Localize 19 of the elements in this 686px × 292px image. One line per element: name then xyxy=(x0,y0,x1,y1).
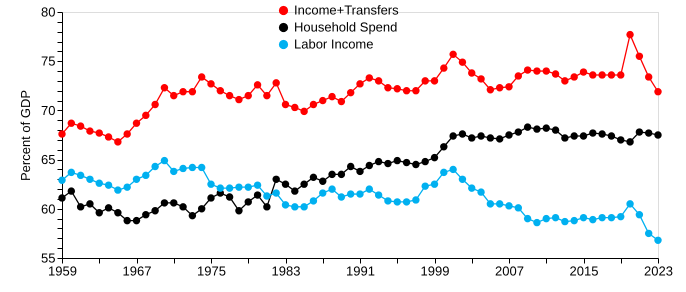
y-tick-label: 70 xyxy=(41,102,56,118)
x-tick-label: 1967 xyxy=(122,264,152,278)
y-axis-title: Percent of GDP xyxy=(18,90,34,182)
legend-label: Household Spend xyxy=(294,20,398,34)
x-tick-label: 2007 xyxy=(495,264,524,278)
x-tick-label: 1959 xyxy=(48,264,77,278)
x-tick-label: 1991 xyxy=(346,264,375,278)
y-tick-label: 60 xyxy=(41,201,56,216)
y-tick-label: 65 xyxy=(41,152,56,168)
y-tick-label: 80 xyxy=(41,4,56,20)
x-tick-label: 1975 xyxy=(197,264,226,278)
x-tick-label: 1999 xyxy=(420,264,450,278)
legend-label: Labor Income xyxy=(294,36,374,52)
x-tick-label: 2023 xyxy=(644,264,673,278)
x-tick-label: 1983 xyxy=(272,264,300,278)
legend-label: Income+Transfers xyxy=(294,2,400,18)
y-tick-label: 55 xyxy=(41,250,56,266)
y-tick-label: 75 xyxy=(41,54,56,69)
x-tick-label: 2015 xyxy=(570,264,598,278)
